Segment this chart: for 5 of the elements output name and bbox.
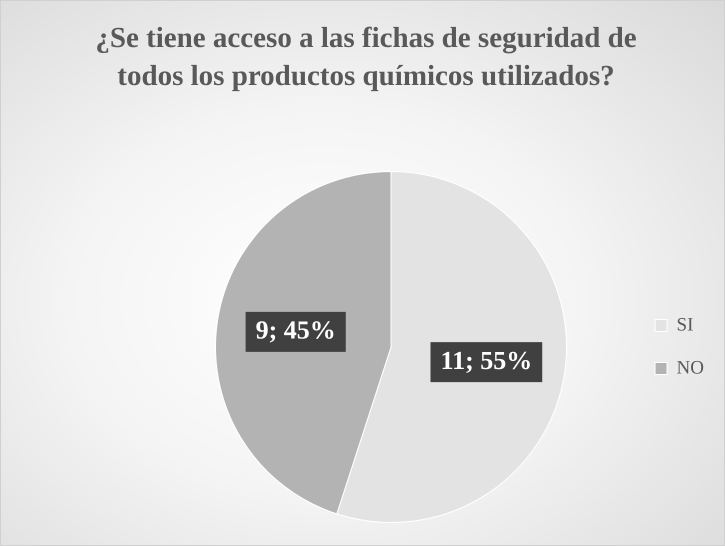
data-label: 11; 55% [440, 346, 532, 375]
data-label: 9; 45% [256, 316, 336, 345]
legend-label: NO [676, 357, 704, 378]
legend-label: SI [676, 314, 694, 336]
chart-title: ¿Se tiene acceso a las fichas de seguridad de todos los productos químicos utilizados? [94, 21, 638, 94]
